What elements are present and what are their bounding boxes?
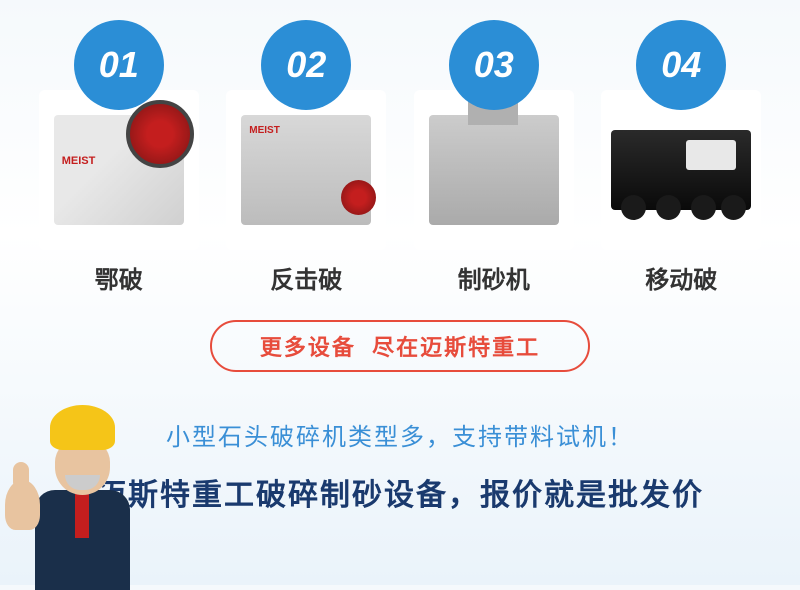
product-card-3[interactable]: 03 制砂机: [405, 20, 583, 295]
more-banner-left: 更多设备: [260, 335, 356, 360]
product-image-1: [39, 90, 199, 250]
product-name-1: 鄂破: [30, 260, 208, 295]
product-name-4: 移动破: [593, 260, 771, 295]
product-image-4: [601, 90, 761, 250]
number-badge-1: 01: [74, 20, 164, 110]
sand-maker-icon: [429, 115, 559, 225]
number-badge-4: 04: [636, 20, 726, 110]
product-grid: 01 鄂破 02 反击破 03 制砂机 04 移动破: [0, 0, 800, 295]
impact-crusher-icon: [241, 115, 371, 225]
product-image-2: [226, 90, 386, 250]
product-card-2[interactable]: 02 反击破: [218, 20, 396, 295]
mobile-crusher-icon: [611, 130, 751, 210]
number-badge-2: 02: [261, 20, 351, 110]
jaw-crusher-icon: [54, 115, 184, 225]
product-name-3: 制砂机: [405, 260, 583, 295]
product-card-1[interactable]: 01 鄂破: [30, 20, 208, 295]
product-name-2: 反击破: [218, 260, 396, 295]
more-equipment-banner[interactable]: 更多设备 尽在迈斯特重工: [210, 320, 590, 372]
product-image-3: [414, 90, 574, 250]
worker-illustration: [0, 385, 150, 585]
product-card-4[interactable]: 04 移动破: [593, 20, 771, 295]
more-banner-right: 尽在迈斯特重工: [372, 335, 540, 360]
number-badge-3: 03: [449, 20, 539, 110]
